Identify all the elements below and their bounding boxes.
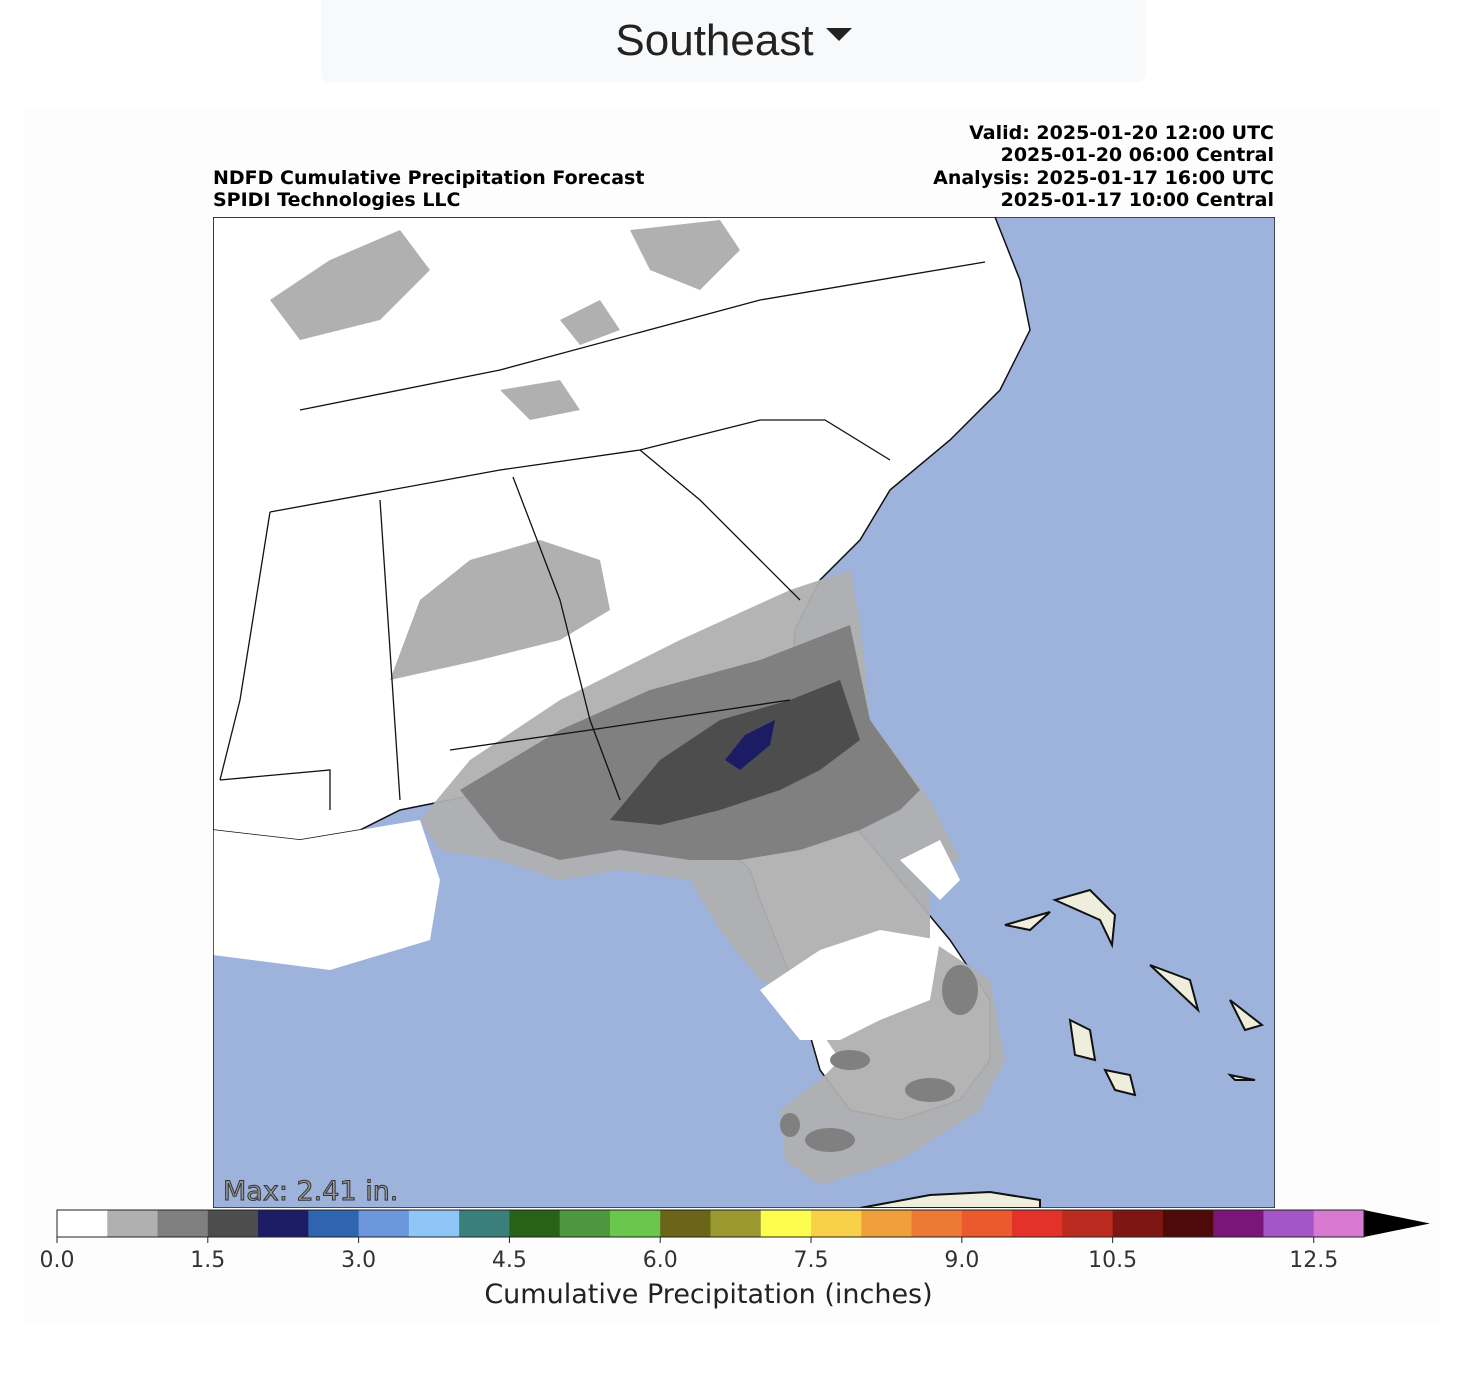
colorbar-tick-label: 7.5 <box>794 1248 829 1273</box>
colorbar-segment <box>609 1210 661 1237</box>
colorbar-segment <box>811 1210 862 1237</box>
colorbar-segment <box>660 1210 711 1237</box>
colorbar-frame <box>56 1209 1365 1238</box>
precip-light <box>270 220 740 680</box>
colorbar-segment <box>961 1210 1013 1237</box>
colorbar-segment <box>358 1210 410 1237</box>
colorbar-segment <box>107 1210 159 1237</box>
precip-max <box>725 720 775 770</box>
colorbar-segment <box>258 1210 309 1237</box>
colorbar-segment <box>1213 1210 1264 1237</box>
colorbar-segment <box>308 1210 360 1237</box>
caret-icon[interactable] <box>825 27 852 41</box>
colorbar-segment <box>710 1210 762 1237</box>
colorbar-tick-label: 0.0 <box>40 1248 75 1273</box>
map <box>213 217 1275 1208</box>
max-label: Max: 2.41 in. <box>223 1176 398 1207</box>
colorbar-segment <box>1112 1210 1164 1237</box>
colorbar-segment <box>559 1210 611 1237</box>
analysis-time: Analysis: 2025-01-17 16:00 UTC <box>933 167 1274 189</box>
state-borders <box>219 261 986 810</box>
map-title: NDFD Cumulative Precipitation Forecast <box>213 167 644 189</box>
colorbar-segment <box>408 1210 460 1237</box>
colorbar-tick-label: 12.5 <box>1289 1248 1338 1273</box>
colorbar-segment <box>861 1210 913 1237</box>
region-label[interactable]: Southeast <box>615 16 814 65</box>
colorbar-tick-label: 10.5 <box>1088 1248 1137 1273</box>
colorbar-label: Cumulative Precipitation (inches) <box>484 1279 932 1310</box>
colorbar-segment <box>1062 1210 1114 1237</box>
colorbar-tick-label: 1.5 <box>190 1248 225 1273</box>
colorbar-segment <box>509 1210 561 1237</box>
colorbar-tick-label: 9.0 <box>944 1248 979 1273</box>
valid-local-time: 2025-01-20 06:00 Central <box>1001 144 1274 166</box>
map-subtitle: SPIDI Technologies LLC <box>213 189 460 211</box>
precip-spots <box>780 965 978 1152</box>
colorbar-segment <box>57 1210 108 1237</box>
analysis-local-time: 2025-01-17 10:00 Central <box>1001 189 1274 211</box>
colorbar-segment <box>1162 1210 1214 1237</box>
valid-time: Valid: 2025-01-20 12:00 UTC <box>969 122 1274 144</box>
region-dropdown[interactable]: Southeast <box>321 0 1146 82</box>
colorbar-segment <box>207 1210 259 1237</box>
colorbar-tick-label: 3.0 <box>341 1248 376 1273</box>
colorbar-segment <box>1313 1210 1365 1237</box>
colorbar-segment <box>1263 1210 1315 1237</box>
colorbar-segment <box>459 1210 510 1237</box>
colorbar-tick-label: 6.0 <box>643 1248 678 1273</box>
colorbar-segment <box>157 1210 209 1237</box>
colorbar-segment <box>760 1210 812 1237</box>
precip-white <box>760 840 960 1040</box>
precip-offshore <box>213 820 440 970</box>
colorbar-segment <box>1012 1210 1063 1237</box>
colorbar-segment <box>911 1210 963 1237</box>
bahamas <box>859 888 1265 1208</box>
colorbar-extend <box>1364 1210 1430 1237</box>
colorbar-tick-label: 4.5 <box>492 1248 527 1273</box>
